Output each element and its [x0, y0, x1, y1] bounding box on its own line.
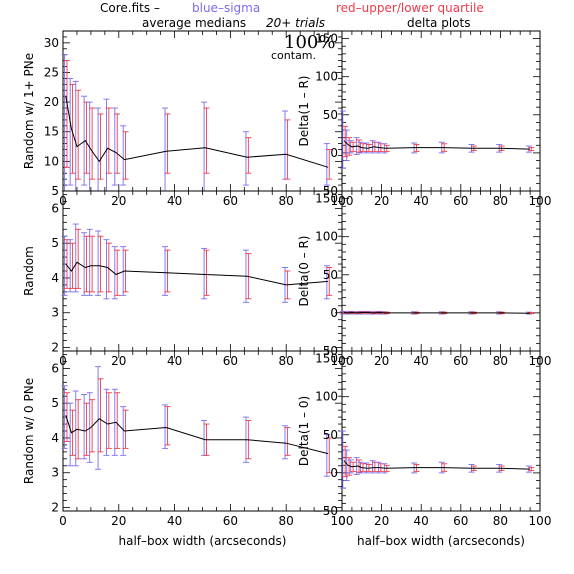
right-mid-xtick-label: 80: [493, 354, 508, 368]
trials-label: 20+ trials: [266, 16, 326, 30]
left-mid-xtick-label: 80: [279, 354, 294, 368]
right-bot-ytick-label: 50: [323, 428, 338, 442]
right-bot-ytick-label: 0: [330, 466, 338, 480]
left-mid-ytick-label: 3: [51, 306, 59, 320]
left-mid-xtick-label: 20: [111, 354, 126, 368]
right-top-xtick-label: 40: [414, 194, 429, 208]
right-top-median-line: [343, 140, 531, 150]
left-bot-ytick-label: 4: [51, 431, 59, 445]
file-label: Core.fits –: [100, 1, 160, 15]
contam-percent: 100%: [284, 32, 336, 53]
right-mid-xtick-label: 20: [374, 354, 389, 368]
right-bot-xtick-label: 60: [453, 514, 468, 528]
left-mid-ytick-label: 2: [51, 341, 59, 355]
left-top-xtick-label: 80: [279, 194, 294, 208]
left-bot-ytick-label: 3: [51, 466, 59, 480]
right-top-xtick-label: 20: [374, 194, 389, 208]
right-top-ylabel: Delta(1 – R): [297, 76, 311, 147]
blue-legend-label: blue–sigma: [192, 1, 261, 15]
left-bot-xtick-label: 80: [279, 514, 294, 528]
left-bot-xlabel: half–box width (arcseconds): [119, 534, 287, 548]
left-top-ytick-label: 15: [44, 125, 59, 139]
right-top-frame: [341, 30, 541, 192]
left-bot-xtick-label: 40: [167, 514, 182, 528]
left-bot-xtick-label: 20: [111, 514, 126, 528]
left-top-ytick-label: 30: [44, 36, 59, 50]
left-top-ytick-label: 10: [44, 154, 59, 168]
left-top-ytick-label: 20: [44, 95, 59, 109]
left-mid-xtick-label: 40: [167, 354, 182, 368]
right-top-ytick-label: 0: [330, 146, 338, 160]
left-title: average medians: [142, 16, 247, 30]
left-top-xtick-label: 60: [223, 194, 238, 208]
left-mid-ytick-label: 5: [51, 236, 59, 250]
left-top-xtick-label: 40: [167, 194, 182, 208]
right-bot-xtick-label: 20: [374, 514, 389, 528]
left-bot-xtick-label: 100: [331, 514, 354, 528]
right-top-ytick-label: 100: [315, 70, 338, 84]
left-bot-ytick-label: 2: [51, 501, 59, 515]
red-legend-label: red–upper/lower quartile: [336, 1, 484, 15]
right-mid-median-line: [343, 311, 531, 314]
right-mid-ytick-label: 100: [315, 230, 338, 244]
right-bot-xlabel: half–box width (arcseconds): [357, 534, 525, 548]
right-mid-xtick-label: 60: [453, 354, 468, 368]
right-bot-xtick-label: 100: [529, 514, 552, 528]
right-bot-xtick-label: 80: [493, 514, 508, 528]
right-top-ytick-label: 150: [315, 32, 338, 46]
right-top-ytick-label: 50: [323, 108, 338, 122]
contam-label: contam.: [271, 49, 317, 62]
left-top-ytick-label: 25: [44, 65, 59, 79]
right-top-xtick-label: 60: [453, 194, 468, 208]
left-top-ylabel: Random w/ 1+ PNe: [22, 53, 36, 169]
right-bot-ytick-label: 150: [315, 352, 338, 366]
left-top-ytick-label: 5: [51, 184, 59, 198]
right-bot-xtick-label: 0: [338, 514, 346, 528]
left-mid-ytick-label: 6: [51, 201, 59, 215]
left-bot-xtick-label: 0: [59, 514, 67, 528]
right-title: delta plots: [407, 16, 471, 30]
left-bot-ylabel: Random w/ 0 PNe: [22, 378, 36, 484]
left-bot-xtick-label: 60: [223, 514, 238, 528]
left-top-xtick-label: 20: [111, 194, 126, 208]
right-top-ytick-label: −50: [313, 184, 338, 198]
left-bot-ytick-label: 6: [51, 361, 59, 375]
right-mid-ytick-label: −50: [313, 344, 338, 358]
left-bot-ytick-label: 5: [51, 396, 59, 410]
right-bot-xtick-label: 40: [414, 514, 429, 528]
right-mid-ytick-label: 0: [330, 306, 338, 320]
left-mid-ytick-label: 4: [51, 271, 59, 285]
right-mid-frame: [341, 190, 541, 352]
right-bot-ylabel: Delta(1 – 0): [297, 396, 311, 466]
right-mid-ylabel: Delta(0 – R): [297, 236, 311, 307]
left-mid-xtick-label: 60: [223, 354, 238, 368]
right-mid-ytick-label: 150: [315, 192, 338, 206]
right-top-xtick-label: 80: [493, 194, 508, 208]
left-mid-ylabel: Random: [22, 246, 36, 296]
right-bot-frame: [341, 350, 541, 512]
right-bot-ytick-label: 100: [315, 390, 338, 404]
right-mid-ytick-label: 50: [323, 268, 338, 282]
left-bot-median-line: [65, 415, 329, 455]
left-top-median-line: [65, 96, 329, 168]
right-bot-median-line: [343, 460, 531, 470]
left-mid-median-line: [65, 261, 329, 286]
right-bot-ytick-label: −50: [313, 504, 338, 518]
right-mid-xtick-label: 40: [414, 354, 429, 368]
